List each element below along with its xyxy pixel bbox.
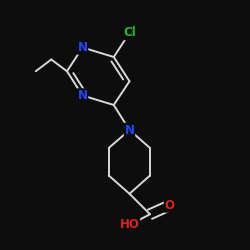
Text: N: N — [124, 124, 134, 136]
Text: O: O — [164, 199, 174, 212]
Text: N: N — [78, 89, 88, 102]
Text: HO: HO — [120, 218, 140, 232]
Text: N: N — [78, 41, 88, 54]
Text: Cl: Cl — [123, 26, 136, 40]
